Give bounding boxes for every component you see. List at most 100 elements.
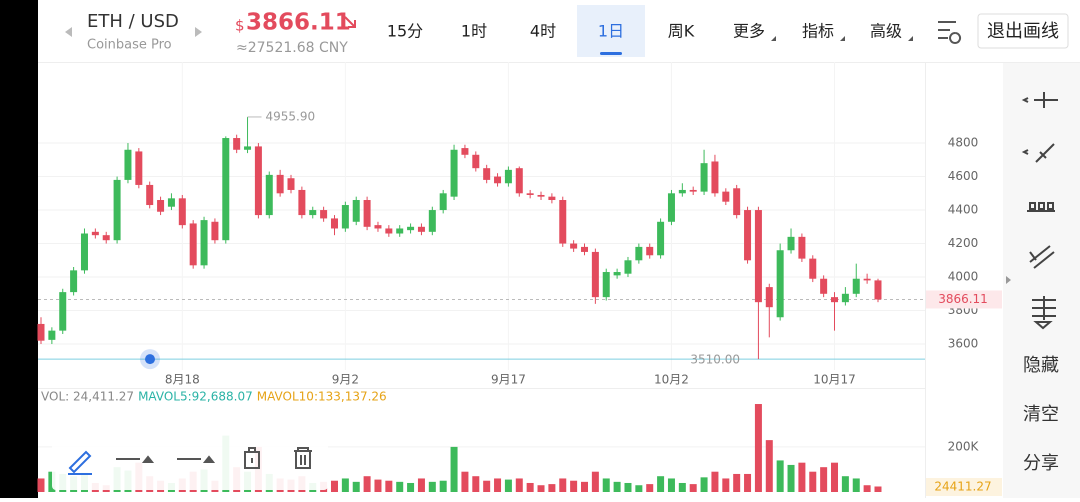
volume-bar xyxy=(711,471,719,492)
pen-icon[interactable] xyxy=(68,450,92,475)
volume-bar xyxy=(700,477,708,492)
candle-body xyxy=(602,272,610,298)
draw-tools xyxy=(1021,92,1058,330)
volume-bar xyxy=(820,467,828,492)
legend-entry: MAVOL5:92,688.07 xyxy=(138,390,253,404)
candle-body xyxy=(765,287,773,308)
volume-bar xyxy=(48,471,56,492)
candle-body xyxy=(417,226,425,232)
x-tick-label: 8月18 xyxy=(165,373,200,387)
candle-body xyxy=(831,297,839,303)
tab[interactable]: 1日 xyxy=(598,22,624,41)
candle-body xyxy=(537,194,545,197)
y-tick-label: 4200 xyxy=(948,236,979,250)
volume-bar xyxy=(570,480,578,492)
volume-bar xyxy=(461,471,469,492)
candle-body xyxy=(352,200,360,222)
volume-bar xyxy=(798,462,806,492)
candle-body xyxy=(48,330,56,340)
candle-body xyxy=(667,193,675,222)
sidebar-action[interactable]: 隐藏 xyxy=(1023,355,1059,376)
volume-bar xyxy=(591,471,599,492)
volume-bar xyxy=(417,478,425,492)
candle-body xyxy=(428,210,436,232)
line-style[interactable] xyxy=(116,455,155,463)
candle-body xyxy=(711,161,719,194)
expand-arrow[interactable] xyxy=(1006,276,1011,284)
tab[interactable]: 周K xyxy=(668,22,695,41)
left-edge xyxy=(0,0,38,498)
volume-bar xyxy=(657,476,665,492)
candle-body xyxy=(200,220,208,266)
candle-body xyxy=(798,236,806,259)
candle-body xyxy=(657,221,665,256)
y-tick-label: 4000 xyxy=(948,270,979,284)
volume-bar xyxy=(689,484,697,492)
volume-bar xyxy=(635,485,643,492)
next-arrow[interactable] xyxy=(195,27,202,37)
volume-bar xyxy=(678,482,686,492)
candle-body xyxy=(287,178,295,190)
candle-body xyxy=(70,270,78,293)
candle-body xyxy=(722,191,730,202)
volume-bar xyxy=(744,473,752,492)
candle-body xyxy=(102,235,110,241)
volume-bar xyxy=(722,478,730,492)
tab[interactable]: 高级 xyxy=(870,22,902,41)
candle-body xyxy=(80,233,88,271)
y-tick-label: 4600 xyxy=(948,169,979,183)
volume-bar xyxy=(776,460,784,492)
prev-arrow[interactable] xyxy=(65,27,72,37)
candle-body xyxy=(265,174,273,216)
volume-bar xyxy=(831,462,839,492)
last-volume-label: 24411.27 xyxy=(934,480,991,494)
candle-body xyxy=(678,189,686,194)
candle-body xyxy=(37,323,45,341)
tool-ruler[interactable] xyxy=(1027,202,1055,212)
sidebar-action[interactable]: 清空 xyxy=(1023,404,1059,425)
price: 3866.11 xyxy=(246,10,351,36)
tool-channel[interactable] xyxy=(1029,245,1055,269)
tool-line[interactable] xyxy=(1021,143,1055,163)
volume-bar xyxy=(439,480,447,492)
candle-body xyxy=(407,226,415,231)
y-tick-label: 4800 xyxy=(948,136,979,150)
candle-body xyxy=(809,258,817,279)
tab[interactable]: 15分 xyxy=(387,22,423,41)
volume-bar xyxy=(733,473,741,492)
volume-bar xyxy=(483,480,491,492)
drawing-toolbar xyxy=(52,430,328,490)
exit-button-label[interactable]: 退出画线 xyxy=(987,21,1059,42)
volume-bar xyxy=(841,476,849,492)
volume-bar xyxy=(341,478,349,492)
x-tick-label: 10月17 xyxy=(813,373,856,387)
y-tick-label: 200K xyxy=(948,439,980,453)
tab[interactable]: 指标 xyxy=(802,22,834,41)
x-tick-label: 9月17 xyxy=(491,373,526,387)
candle-body xyxy=(689,189,697,192)
lock-icon[interactable] xyxy=(244,447,260,469)
volume-bar xyxy=(504,479,512,492)
candle-body xyxy=(754,210,762,303)
sidebar-action[interactable]: 分享 xyxy=(1023,453,1059,474)
volume-bar xyxy=(548,484,556,492)
tab[interactable]: 1时 xyxy=(461,22,487,41)
tool-horizontal[interactable] xyxy=(1021,92,1058,108)
drawn-line-handle-dot[interactable] xyxy=(145,354,155,365)
tab[interactable]: 更多 xyxy=(733,22,765,41)
candle-body xyxy=(59,292,67,331)
tab[interactable]: 4时 xyxy=(530,22,556,41)
settings-icon[interactable] xyxy=(938,21,962,44)
exit-button[interactable] xyxy=(977,13,1069,49)
volume-bar xyxy=(352,481,360,492)
volume-bar xyxy=(526,482,534,492)
delete-icon[interactable] xyxy=(294,447,312,469)
tool-fib[interactable] xyxy=(1032,296,1056,330)
y-tick-label: 4400 xyxy=(948,203,979,217)
last-price-tag xyxy=(926,290,1002,309)
line-width[interactable] xyxy=(177,455,216,463)
candle-body xyxy=(787,236,795,251)
candle-body xyxy=(113,179,121,241)
